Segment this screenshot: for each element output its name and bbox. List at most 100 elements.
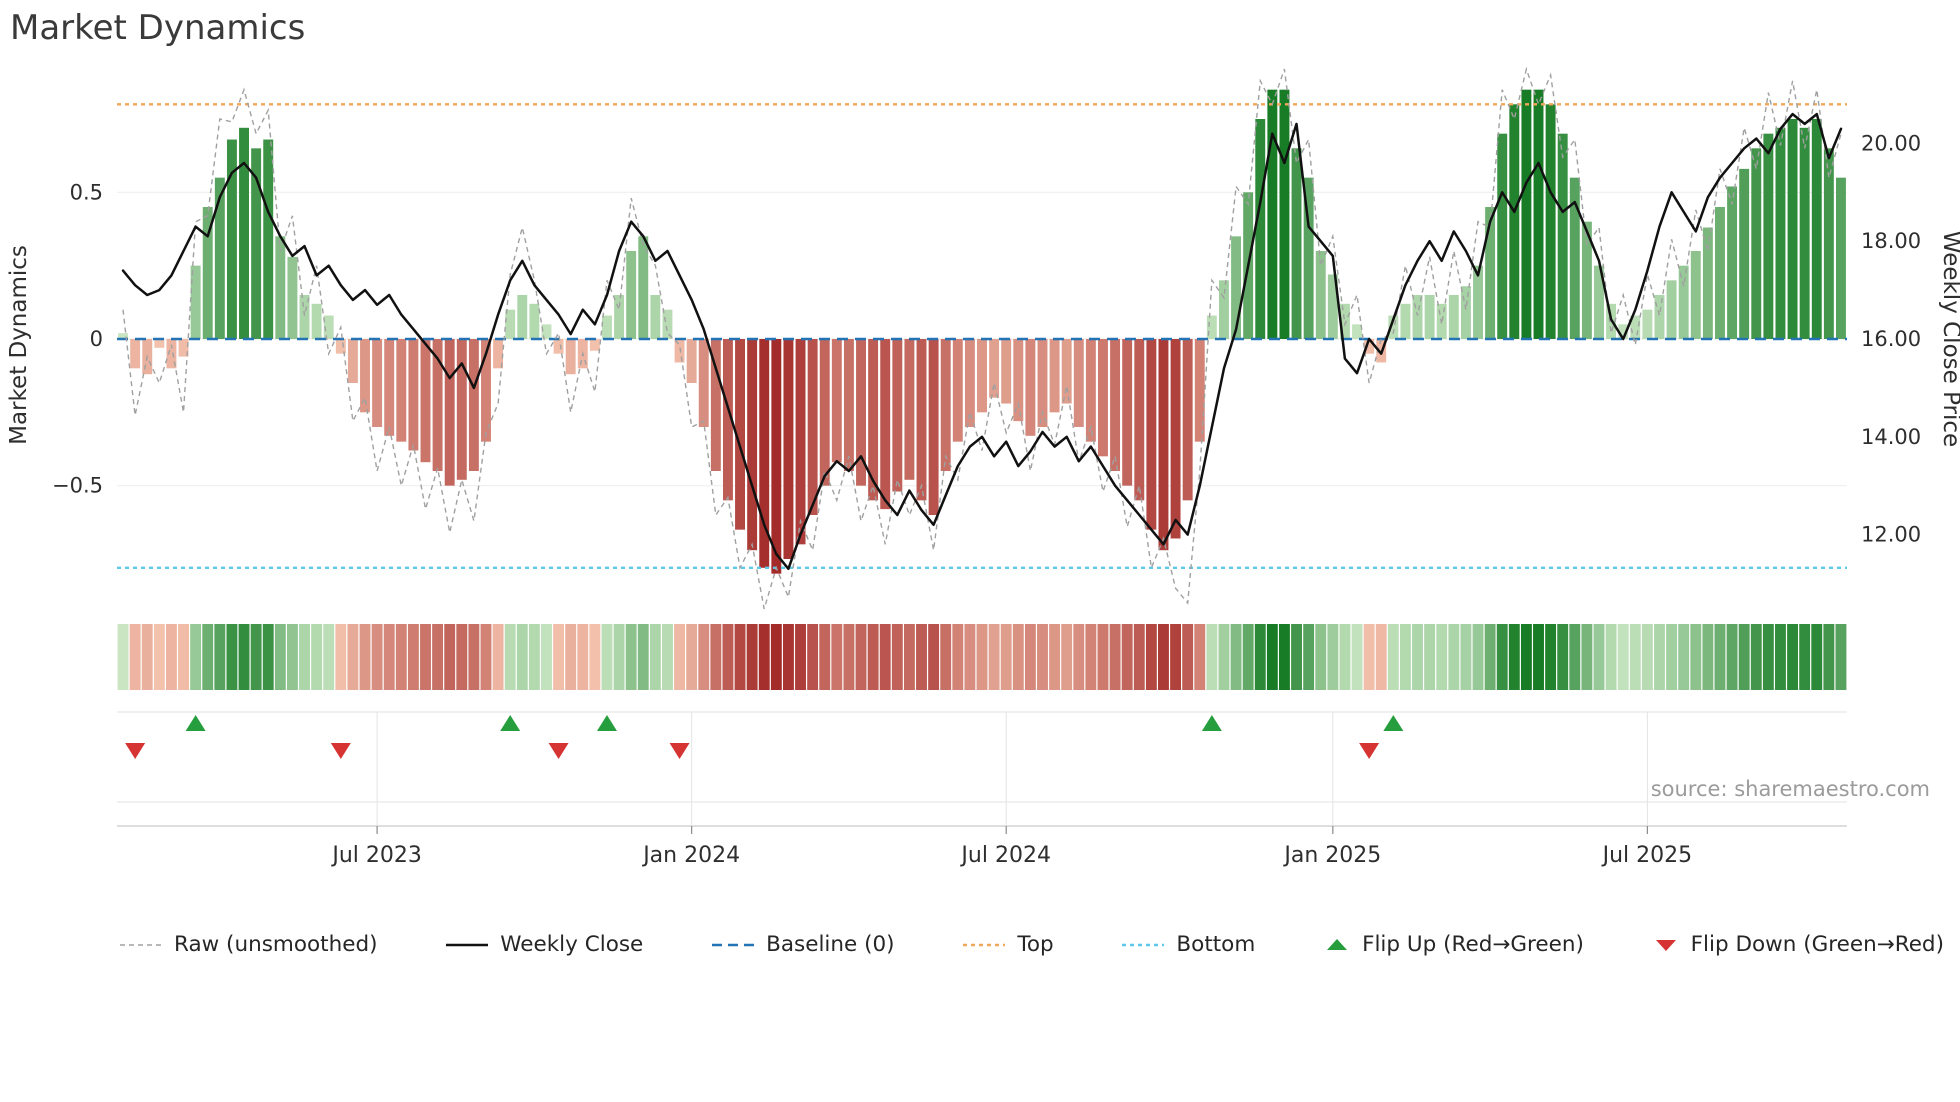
heatmap-cell — [311, 624, 323, 690]
oscillator-bar — [565, 339, 576, 375]
heatmap-cell — [1266, 624, 1278, 690]
oscillator-bar — [843, 339, 854, 471]
heatmap-cell — [976, 624, 988, 690]
heatmap-cell — [843, 624, 855, 690]
oscillator-bar — [1702, 227, 1713, 339]
oscillator-bar — [1327, 274, 1338, 339]
legend-label-flip-up: Flip Up (Red→Green) — [1362, 932, 1584, 957]
heatmap-cell — [1230, 624, 1242, 690]
oscillator-bar — [626, 251, 637, 339]
heatmap-cell — [903, 624, 915, 690]
oscillator-bar — [384, 339, 395, 436]
oscillator-bar — [1715, 207, 1725, 339]
baseline-dashed-line-icon — [712, 943, 755, 946]
heatmap-cell — [117, 624, 129, 690]
heatmap-cell — [456, 624, 468, 690]
heatmap-cell — [601, 624, 613, 690]
heatmap-cell — [480, 624, 492, 690]
left-tick-label: 0.5 — [70, 180, 103, 204]
oscillator-bar — [1739, 168, 1750, 339]
heatmap-cell — [1750, 624, 1762, 690]
legend-label-weekly-close: Weekly Close — [500, 932, 644, 957]
flip-up-triangle-icon — [1327, 938, 1348, 950]
heatmap-cell — [637, 624, 649, 690]
heatmap-cell — [1593, 624, 1605, 690]
heatmap-cell — [323, 624, 335, 690]
heatmap-cell — [855, 624, 867, 690]
heatmap-cell — [758, 624, 770, 690]
oscillator-bar — [299, 295, 310, 339]
oscillator-bar — [1182, 339, 1193, 501]
oscillator-bar — [856, 339, 866, 486]
oscillator-bar — [1618, 324, 1629, 339]
raw-dashed-line-icon — [120, 943, 162, 946]
legend-item-flip-down: Flip Down (Green→Red) — [1651, 932, 1944, 957]
oscillator-bar — [1061, 339, 1072, 404]
heatmap-cell — [141, 624, 153, 690]
heatmap-cell — [1787, 624, 1799, 690]
heatmap-cell — [988, 624, 1000, 690]
oscillator-bar — [1799, 127, 1810, 339]
heatmap-cell — [1351, 624, 1363, 690]
x-tick-label: Jul 2024 — [959, 843, 1051, 868]
oscillator-bar — [481, 339, 491, 442]
heatmap-cell — [1206, 624, 1218, 690]
legend-item-flip-up: Flip Up (Red→Green) — [1322, 932, 1584, 957]
chart-canvas: Market Dynamics Weekly Close Price sourc… — [6, 66, 1960, 868]
heatmap-cell — [383, 624, 395, 690]
oscillator-bar — [1545, 104, 1556, 339]
oscillator-bar — [807, 339, 818, 515]
heatmap-cell — [589, 624, 601, 690]
heatmap-cell — [1399, 624, 1411, 690]
legend-label-top: Top — [1017, 932, 1054, 957]
oscillator-bar — [1678, 265, 1689, 339]
flip-up-marker — [596, 715, 617, 731]
heatmap-cell — [1775, 624, 1786, 690]
heatmap-cell — [153, 624, 165, 690]
oscillator-bar — [674, 339, 685, 363]
heatmap-cell — [1690, 624, 1702, 690]
heatmap-cell — [395, 624, 407, 690]
x-tick-label: Jan 2025 — [1282, 843, 1381, 868]
oscillator-bar — [686, 339, 697, 383]
oscillator-bar — [783, 339, 794, 559]
flip-down-marker — [1359, 743, 1380, 759]
heatmap-cell — [940, 624, 952, 690]
oscillator-bar — [432, 339, 443, 471]
x-tick-label: Jul 2025 — [1601, 843, 1693, 868]
oscillator-bar — [1352, 324, 1362, 339]
left-axis-title: Market Dynamics — [6, 245, 32, 445]
oscillator-bar — [819, 339, 830, 486]
oscillator-bar — [1727, 186, 1738, 339]
heatmap-cell — [807, 624, 819, 690]
oscillator-bar — [831, 339, 842, 463]
flip-down-marker — [669, 743, 690, 759]
oscillator-bar — [989, 339, 1000, 398]
oscillator-bar — [1811, 119, 1822, 339]
oscillator-bar — [1073, 339, 1084, 427]
oscillator-bar — [1763, 133, 1774, 339]
oscillator-bar — [1158, 339, 1169, 551]
heatmap-cell — [516, 624, 528, 690]
oscillator-bar — [1194, 339, 1205, 442]
oscillator-bar — [214, 177, 225, 339]
oscillator-bar — [456, 339, 467, 480]
heatmap-cell — [1811, 624, 1823, 690]
flip-down-marker — [548, 743, 569, 759]
heatmap-cell — [226, 624, 238, 690]
heatmap-cell — [1545, 624, 1557, 690]
legend-label-baseline: Baseline (0) — [766, 932, 895, 957]
oscillator-bar — [553, 339, 564, 354]
heatmap-cell — [528, 624, 540, 690]
oscillator-bar — [541, 324, 552, 339]
heatmap-cell — [674, 624, 686, 690]
oscillator-bar — [263, 139, 274, 339]
heatmap-cell — [335, 624, 347, 690]
heatmap-cell — [1109, 624, 1121, 690]
oscillator-bar — [1218, 280, 1229, 339]
oscillator-bar — [517, 295, 528, 339]
oscillator-bar — [771, 339, 782, 574]
heatmap-cell — [1133, 624, 1145, 690]
oscillator-bar — [1110, 339, 1121, 471]
oscillator-bar — [795, 339, 806, 545]
